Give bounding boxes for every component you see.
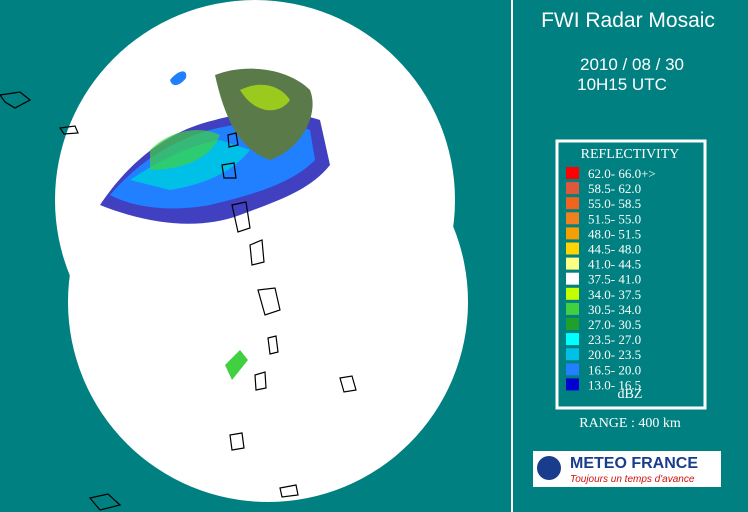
- legend-label: 37.5- 41.0: [588, 272, 641, 287]
- legend-swatch: [566, 242, 579, 255]
- legend-label: 55.0- 58.5: [588, 196, 641, 211]
- legend-swatch: [566, 378, 579, 391]
- legend-label: 23.5- 27.0: [588, 332, 641, 347]
- echo: [170, 71, 187, 86]
- legend-swatch: [566, 348, 579, 361]
- range: RANGE : 400 km: [579, 416, 681, 431]
- logo-emblem: [537, 456, 561, 480]
- logo-background: [533, 451, 721, 487]
- date: 2010 / 08 / 30: [580, 55, 684, 74]
- legend-unit: dBZ: [618, 387, 643, 402]
- time: 10H15 UTC: [577, 75, 667, 94]
- legend-label: 34.0- 37.5: [588, 287, 641, 302]
- echo: [150, 130, 220, 170]
- legend-label: 48.0- 51.5: [588, 226, 641, 241]
- legend-swatch: [566, 363, 579, 376]
- title: FWI Radar Mosaic: [541, 9, 715, 32]
- legend-label: 58.5- 62.0: [588, 181, 641, 196]
- radar-map: [0, 0, 468, 511]
- logo-tagline: Toujours un temps d'avance: [570, 474, 695, 485]
- legend-box: [555, 139, 707, 410]
- legend-label: 13.0- 16.5: [588, 377, 641, 392]
- legend-swatch: [566, 257, 579, 270]
- legend-swatch: [566, 318, 579, 330]
- legend-swatch: [566, 272, 579, 285]
- legend-label: 30.5- 34.0: [588, 302, 641, 317]
- legend-label: 20.0- 23.5: [588, 347, 641, 362]
- legend-swatch: [566, 302, 579, 315]
- legend-swatch: [566, 182, 579, 195]
- legend-swatch: [566, 212, 579, 225]
- legend-swatch: [566, 227, 579, 240]
- logo: METEO FRANCE Toujours un temps d'avance: [533, 451, 721, 487]
- legend-swatch: [566, 167, 579, 179]
- legend-swatch: [566, 197, 579, 210]
- legend-title: REFLECTIVITY: [581, 147, 680, 162]
- coastlines: [0, 91, 357, 511]
- legend-swatch: [566, 333, 579, 346]
- echo: [130, 140, 250, 190]
- legend-entries: 62.0- 66.0+>58.5- 62.055.0- 58.551.5- 55…: [566, 166, 656, 392]
- legend-label: 44.5- 48.0: [588, 242, 641, 257]
- legend-label: 51.5- 55.0: [588, 211, 641, 226]
- legend-label: 16.5- 20.0: [588, 362, 641, 377]
- logo-name: METEO FRANCE: [570, 455, 698, 472]
- legend-label: 41.0- 44.5: [588, 257, 641, 272]
- echo: [240, 84, 290, 111]
- echo: [225, 350, 248, 380]
- legend-swatch: [566, 287, 579, 300]
- legend-label: 62.0- 66.0+>: [588, 166, 656, 181]
- legend-label: 27.0- 30.5: [588, 317, 641, 332]
- echo: [215, 68, 313, 160]
